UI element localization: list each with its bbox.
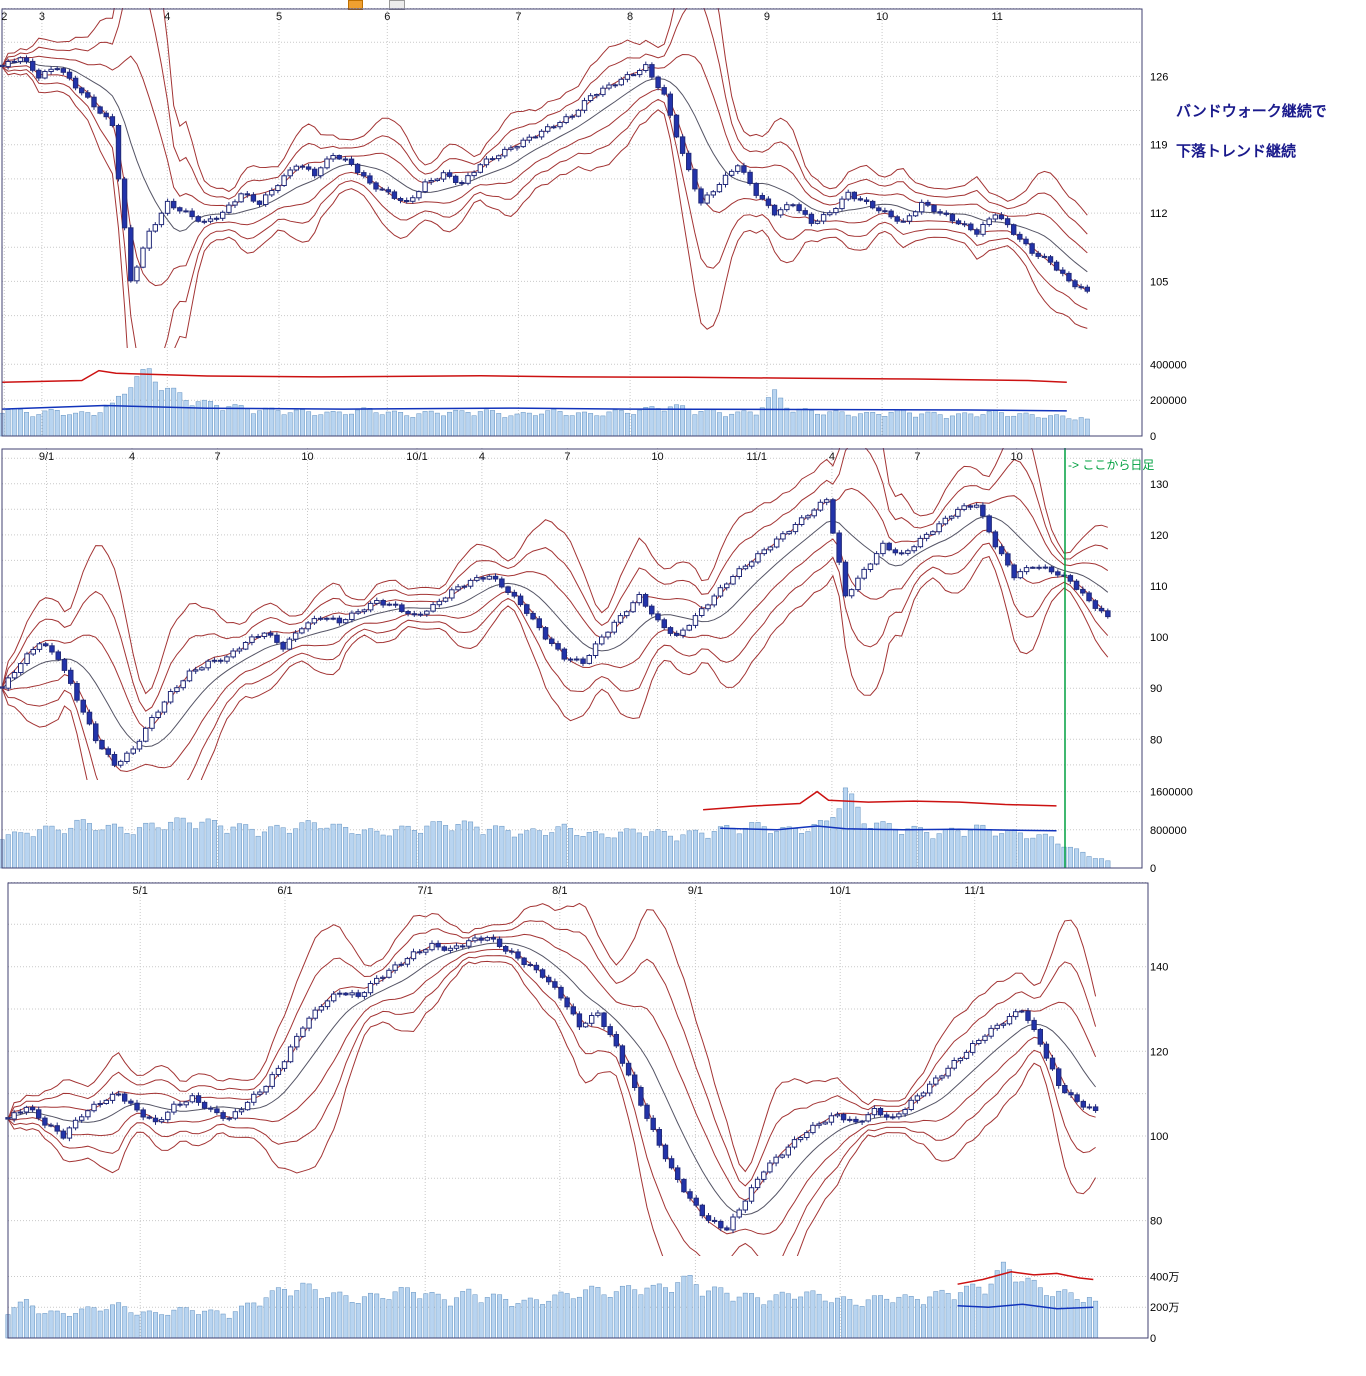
svg-text:0: 0: [1150, 431, 1156, 443]
svg-text:11/1: 11/1: [746, 451, 767, 463]
svg-text:8: 8: [627, 11, 633, 23]
bandwalk-annotation-line2: 下落トレンド継続: [1176, 143, 1297, 160]
candlestick-chart-bottom[interactable]: 5/1 6/1 7/1 8/1 9/1 10/1 11/1 140 120 100 80 400万 20…: [0, 882, 1366, 1352]
svg-text:7/1: 7/1: [418, 885, 433, 897]
svg-text:126: 126: [1150, 71, 1168, 83]
svg-text:11: 11: [991, 11, 1002, 23]
svg-text:11/1: 11/1: [964, 885, 985, 897]
svg-text:90: 90: [1150, 683, 1162, 695]
svg-text:4: 4: [129, 451, 135, 463]
bandwalk-annotation-line1: バンドウォーク継続で: [1176, 103, 1327, 120]
svg-text:10: 10: [1010, 451, 1022, 463]
svg-text:120: 120: [1150, 1046, 1168, 1058]
svg-text:10: 10: [651, 451, 663, 463]
svg-text:140: 140: [1150, 962, 1168, 974]
svg-text:800000: 800000: [1150, 825, 1187, 837]
svg-text:4: 4: [164, 11, 170, 23]
svg-text:105: 105: [1150, 276, 1168, 288]
svg-text:100: 100: [1150, 632, 1168, 644]
svg-text:200000: 200000: [1150, 395, 1187, 407]
svg-text:112: 112: [1150, 208, 1168, 220]
svg-text:400万: 400万: [1150, 1272, 1179, 1284]
svg-text:1600000: 1600000: [1150, 787, 1193, 799]
svg-text:10: 10: [301, 451, 313, 463]
svg-text:7: 7: [515, 11, 521, 23]
svg-text:10: 10: [876, 11, 888, 23]
bandwalk-annotation: バンドウォーク継続で 下落トレンド継続: [1176, 92, 1362, 172]
chart-panel-middle: 9/1 4 7 10 10/1 4 7 10 11/1 4 7 10 130 120 110 100 90 80 1…: [0, 448, 1366, 876]
svg-text:2: 2: [1, 11, 7, 23]
svg-text:5: 5: [276, 11, 282, 23]
svg-text:400000: 400000: [1150, 359, 1187, 371]
svg-text:7: 7: [564, 451, 570, 463]
svg-text:0: 0: [1150, 1333, 1156, 1345]
svg-text:7: 7: [214, 451, 220, 463]
candlestick-chart-middle[interactable]: 9/1 4 7 10 10/1 4 7 10 11/1 4 7 10 130 120 110 100 90 80 1…: [0, 448, 1366, 876]
svg-text:200万: 200万: [1150, 1302, 1179, 1314]
svg-text:5/1: 5/1: [133, 885, 148, 897]
svg-text:10/1: 10/1: [829, 885, 850, 897]
svg-text:4: 4: [479, 451, 485, 463]
svg-text:9/1: 9/1: [688, 885, 703, 897]
svg-text:130: 130: [1150, 479, 1168, 491]
chart-panel-top: 2 3 4 5 6 7 8 9 10 11 126 119 112 105 400000 200000 0: [0, 8, 1366, 444]
svg-text:3: 3: [39, 11, 45, 23]
svg-text:110: 110: [1150, 581, 1168, 593]
svg-text:80: 80: [1150, 734, 1162, 746]
chart-panel-bottom: 5/1 6/1 7/1 8/1 9/1 10/1 11/1 140 120 100 80 400万 20…: [0, 882, 1366, 1352]
svg-text:9: 9: [764, 11, 770, 23]
svg-text:4: 4: [829, 451, 835, 463]
svg-text:80: 80: [1150, 1216, 1162, 1228]
daily-from-here-annotation: -> ここから日足: [1068, 458, 1155, 472]
svg-text:0: 0: [1150, 863, 1156, 875]
svg-text:120: 120: [1150, 530, 1168, 542]
candlestick-chart-top[interactable]: 2 3 4 5 6 7 8 9 10 11 126 119 112 105 400000 200000 0: [0, 8, 1366, 444]
svg-text:10/1: 10/1: [406, 451, 427, 463]
svg-text:8/1: 8/1: [552, 885, 567, 897]
svg-text:119: 119: [1150, 140, 1168, 152]
svg-text:9/1: 9/1: [39, 451, 54, 463]
svg-text:6: 6: [384, 11, 390, 23]
svg-text:100: 100: [1150, 1131, 1168, 1143]
svg-text:6/1: 6/1: [277, 885, 292, 897]
svg-text:7: 7: [914, 451, 920, 463]
